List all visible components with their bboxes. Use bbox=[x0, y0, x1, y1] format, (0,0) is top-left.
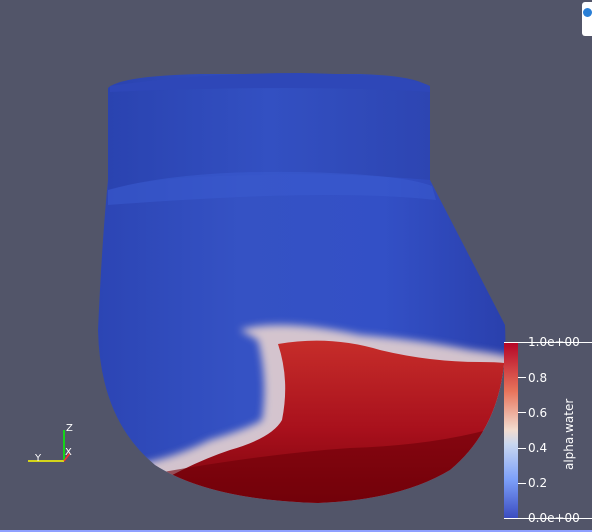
color-legend-tick bbox=[518, 377, 526, 378]
vessel-body bbox=[98, 73, 506, 503]
legend-label-0-4: 0.4 bbox=[528, 441, 548, 455]
orientation-axes-lines bbox=[28, 430, 71, 462]
axis-y-label: Y bbox=[35, 453, 42, 464]
legend-label-0-6: 0.6 bbox=[528, 406, 548, 420]
legend-label-0-2: 0.2 bbox=[528, 476, 548, 490]
color-legend-tick bbox=[518, 412, 526, 413]
axis-x-label: X bbox=[65, 447, 72, 458]
color-legend-title: alpha.water bbox=[562, 398, 576, 470]
color-legend-tick bbox=[518, 448, 526, 449]
color-legend-max-line bbox=[504, 342, 592, 343]
legend-label-max: 1.0e+00 bbox=[528, 335, 580, 349]
axis-z-label: Z bbox=[66, 423, 73, 434]
legend-label-0-8: 0.8 bbox=[528, 371, 548, 385]
orientation-axes: Z Y X bbox=[24, 420, 84, 472]
color-legend-tick bbox=[518, 483, 526, 484]
legend-label-min: 0.0e+00 bbox=[528, 511, 580, 525]
view-toggle-button[interactable] bbox=[582, 2, 592, 36]
view-toggle-icon bbox=[583, 8, 592, 17]
color-legend: 1.0e+00 0.8 0.6 0.4 0.2 0.0e+00 alpha.wa… bbox=[504, 336, 592, 525]
color-legend-min-line bbox=[504, 518, 592, 519]
viewport-bottom-border bbox=[0, 530, 592, 532]
color-legend-gradient bbox=[504, 342, 518, 518]
